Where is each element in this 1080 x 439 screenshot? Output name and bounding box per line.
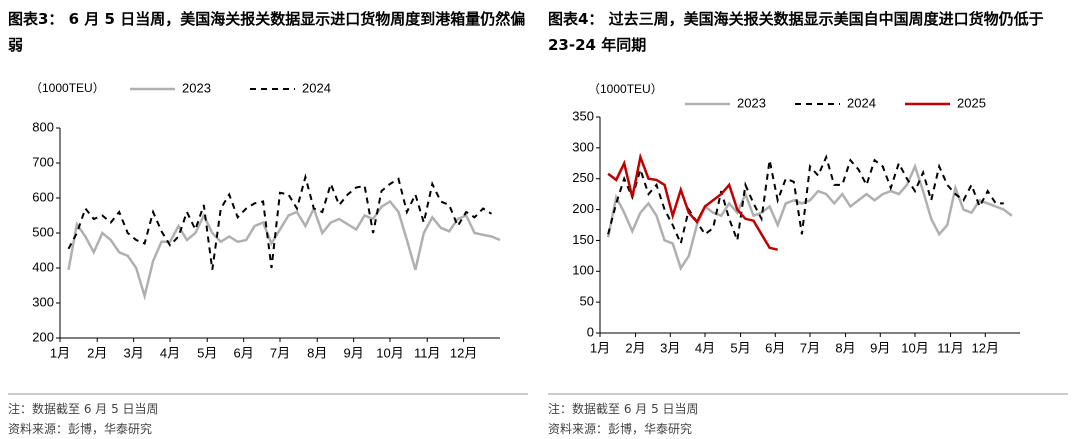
x-tick-label: 3月 <box>660 340 680 355</box>
x-tick-label: 7月 <box>800 340 820 355</box>
x-tick-label: 10月 <box>901 340 928 355</box>
note: 注：数据截至 6 月 5 日当周 <box>548 402 699 416</box>
x-tick-label: 11月 <box>414 345 441 360</box>
y-tick-label: 700 <box>32 154 54 169</box>
x-tick-label: 12月 <box>972 340 999 355</box>
legend-label: 2024 <box>847 95 876 110</box>
x-tick-label: 8月 <box>835 340 855 355</box>
y-tick-label: 100 <box>572 263 594 278</box>
series-line <box>607 152 778 251</box>
legend-label: 2023 <box>737 95 766 110</box>
unit-label: （1000TEU） <box>588 82 663 96</box>
x-tick-label: 5月 <box>197 345 217 360</box>
y-tick-label: 800 <box>32 119 54 134</box>
x-tick-label: 6月 <box>233 345 253 360</box>
x-tick-label: 2月 <box>87 345 107 360</box>
legend-label: 2024 <box>302 80 331 95</box>
x-tick-label: 8月 <box>307 345 327 360</box>
x-tick-label: 6月 <box>765 340 785 355</box>
legend-label: 2025 <box>957 95 986 110</box>
x-tick-label: 4月 <box>695 340 715 355</box>
source: 资料来源：彭博，华泰研究 <box>8 422 153 436</box>
y-tick-label: 300 <box>572 139 594 154</box>
x-tick-label: 2月 <box>625 340 645 355</box>
series-line <box>606 162 1013 272</box>
y-tick-label: 300 <box>32 294 54 309</box>
y-tick-label: 400 <box>32 259 54 274</box>
x-tick-label: 5月 <box>730 340 750 355</box>
y-tick-label: 600 <box>32 189 54 204</box>
series-line <box>67 199 501 301</box>
x-tick-label: 3月 <box>123 345 143 360</box>
y-tick-label: 200 <box>572 201 594 216</box>
y-tick-label: 200 <box>32 329 54 344</box>
x-tick-label: 11月 <box>937 340 964 355</box>
x-tick-label: 4月 <box>160 345 180 360</box>
y-tick-label: 0 <box>587 324 594 339</box>
x-tick-label: 1月 <box>590 340 610 355</box>
note: 注：数据截至 6 月 5 日当周 <box>8 402 159 416</box>
source: 资料来源：彭博，华泰研究 <box>548 422 693 436</box>
chart-title: 图表4： 过去三周，美国海关报关数据显示美国自中国周度进口货物仍低于 23-24… <box>548 10 1044 54</box>
y-tick-label: 50 <box>580 294 594 309</box>
y-tick-label: 350 <box>572 108 594 123</box>
y-tick-label: 500 <box>32 224 54 239</box>
x-tick-label: 12月 <box>450 345 477 360</box>
x-tick-label: 9月 <box>343 345 363 360</box>
y-tick-label: 250 <box>572 170 594 185</box>
chart-title: 图表3： 6 月 5 日当周，美国海关报关数据显示进口货物周度到港箱量仍然偏弱 <box>8 10 526 54</box>
unit-label: （1000TEU） <box>30 81 105 95</box>
y-tick-label: 150 <box>572 232 594 247</box>
x-tick-label: 1月 <box>50 345 70 360</box>
x-tick-label: 9月 <box>870 340 890 355</box>
series-line <box>67 173 493 270</box>
series-line <box>607 154 1004 247</box>
x-tick-label: 10月 <box>376 345 403 360</box>
legend-label: 2023 <box>182 80 211 95</box>
x-tick-label: 7月 <box>270 345 290 360</box>
